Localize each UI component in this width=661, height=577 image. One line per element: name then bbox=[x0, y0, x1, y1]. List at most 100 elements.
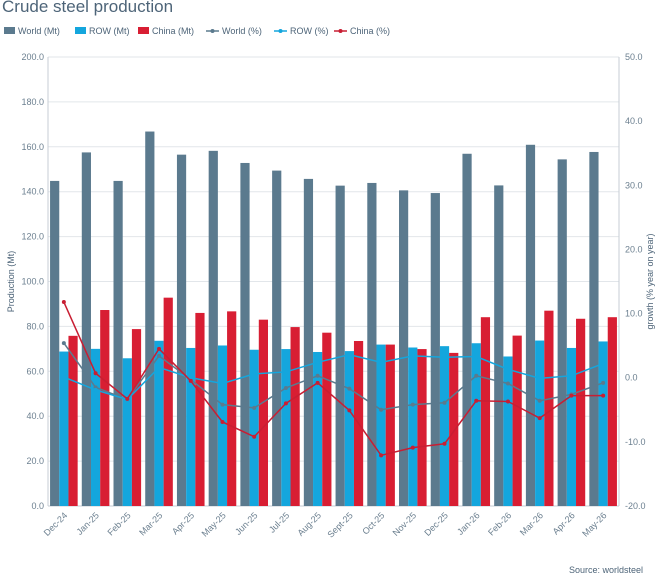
world-bar bbox=[494, 185, 504, 506]
row-bar bbox=[313, 351, 323, 506]
china-growth-point bbox=[252, 434, 257, 439]
china-growth-line bbox=[63, 301, 604, 457]
row-bar bbox=[281, 349, 291, 506]
world-growth-point bbox=[347, 386, 352, 391]
legend-label: China (%) bbox=[350, 26, 390, 36]
china-growth-point bbox=[188, 378, 193, 383]
row-growth-point bbox=[61, 375, 66, 380]
row-bar bbox=[376, 344, 386, 506]
y-axis-title: Production (Mt) bbox=[6, 251, 16, 313]
world-bar bbox=[113, 180, 123, 506]
row-bar bbox=[186, 347, 196, 506]
x-tick-label: Mar-26 bbox=[518, 510, 545, 537]
legend-swatch bbox=[138, 27, 149, 34]
x-tick-label: Nov-25 bbox=[391, 510, 419, 538]
x-tick-label: May-25 bbox=[200, 510, 228, 538]
china-bar bbox=[544, 310, 554, 506]
row-growth-point bbox=[157, 365, 162, 370]
china-bar bbox=[227, 311, 237, 506]
world-bar bbox=[557, 159, 567, 506]
china-bar bbox=[68, 335, 78, 506]
row-growth-point bbox=[569, 373, 574, 378]
world-growth-point bbox=[315, 373, 320, 378]
legend-swatch bbox=[75, 27, 86, 34]
y-tick-label: 140.0 bbox=[21, 187, 44, 197]
x-tick-label: Feb-26 bbox=[486, 510, 513, 537]
china-bar bbox=[163, 297, 173, 506]
world-bar bbox=[430, 193, 440, 506]
y-tick-label: 200.0 bbox=[21, 52, 44, 62]
row-growth-point bbox=[601, 361, 606, 366]
row-growth-point bbox=[474, 354, 479, 359]
china-bar bbox=[195, 312, 205, 506]
row-growth-point bbox=[315, 360, 320, 365]
world-growth-point bbox=[220, 402, 225, 407]
world-bar bbox=[525, 144, 536, 507]
china-growth-point bbox=[442, 441, 447, 446]
y2-tick-label: 10.0 bbox=[625, 309, 643, 319]
x-tick-label: Jul-25 bbox=[267, 510, 291, 534]
world-bar bbox=[399, 190, 409, 506]
row-bar bbox=[471, 343, 481, 506]
world-bar bbox=[303, 178, 314, 506]
y-tick-label: 20.0 bbox=[26, 456, 44, 466]
legend-marker bbox=[278, 29, 283, 33]
y-tick-label: 0.0 bbox=[31, 501, 44, 511]
row-growth-point bbox=[442, 355, 447, 360]
world-growth-point bbox=[474, 373, 479, 378]
world-growth-point bbox=[505, 381, 510, 386]
row-bar bbox=[566, 347, 577, 506]
legend-label: ROW (%) bbox=[290, 26, 329, 36]
china-bar bbox=[607, 317, 617, 506]
row-bar bbox=[217, 345, 228, 506]
chart-title: Crude steel production bbox=[2, 0, 174, 16]
china-growth-point bbox=[410, 445, 415, 450]
world-growth-point bbox=[601, 380, 606, 385]
china-growth-point bbox=[379, 453, 384, 458]
x-tick-label: Dec-25 bbox=[422, 510, 450, 538]
legend-swatch bbox=[4, 27, 15, 34]
world-bar bbox=[589, 151, 599, 506]
world-growth-point bbox=[379, 407, 384, 412]
china-bar bbox=[449, 352, 459, 506]
y2-tick-label: 40.0 bbox=[625, 116, 643, 126]
row-growth-point bbox=[188, 375, 193, 380]
world-bar bbox=[145, 131, 155, 506]
row-growth-point bbox=[252, 371, 257, 376]
row-bar bbox=[408, 347, 418, 506]
x-tick-label: Jun-25 bbox=[233, 510, 260, 537]
china-bar bbox=[258, 319, 268, 506]
china-growth-point bbox=[283, 401, 288, 406]
row-growth-point bbox=[379, 360, 384, 365]
x-tick-label: May-26 bbox=[580, 510, 608, 538]
y-tick-label: 180.0 bbox=[21, 97, 44, 107]
y2-tick-label: 0.0 bbox=[625, 373, 638, 383]
world-growth-point bbox=[410, 402, 415, 407]
world-growth-point bbox=[252, 405, 257, 410]
x-tick-label: Jan-25 bbox=[74, 510, 101, 537]
china-growth-point bbox=[347, 408, 352, 413]
china-growth-point bbox=[157, 346, 162, 351]
china-bar bbox=[385, 344, 395, 506]
row-bar bbox=[122, 358, 132, 506]
row-bar bbox=[90, 348, 101, 506]
x-tick-label: Apr-25 bbox=[170, 510, 196, 536]
legend-label: ROW (Mt) bbox=[89, 26, 130, 36]
legend-label: World (Mt) bbox=[18, 26, 60, 36]
world-growth-point bbox=[157, 353, 162, 358]
y2-tick-label: 20.0 bbox=[625, 244, 643, 254]
x-tick-label: Sept-25 bbox=[325, 510, 354, 539]
world-bar bbox=[240, 162, 250, 507]
legend-marker bbox=[210, 29, 215, 33]
y2-tick-label: 50.0 bbox=[625, 52, 643, 62]
x-tick-label: Aug-25 bbox=[295, 510, 323, 538]
row-growth-point bbox=[410, 353, 415, 358]
row-bar bbox=[439, 346, 450, 506]
y2-tick-label: 30.0 bbox=[625, 180, 643, 190]
y-tick-label: 100.0 bbox=[21, 277, 44, 287]
y-tick-label: 120.0 bbox=[21, 232, 44, 242]
row-growth-point bbox=[505, 367, 510, 372]
china-bar bbox=[322, 332, 332, 506]
row-bar bbox=[503, 356, 513, 506]
